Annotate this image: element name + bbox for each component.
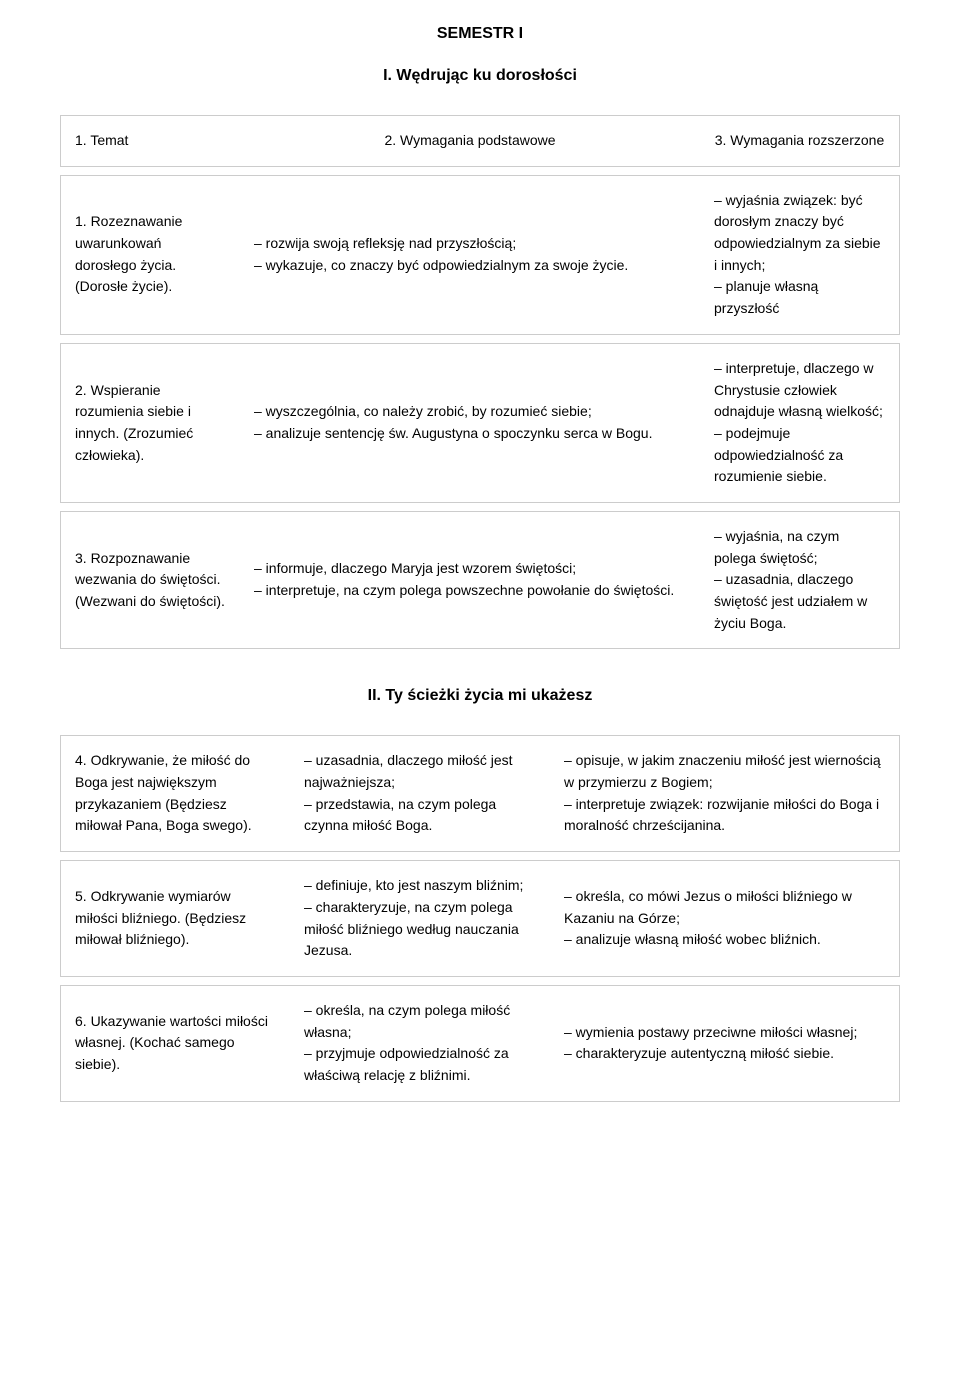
cell-extended: – wyjaśnia, na czym polega świętość;– uz… — [700, 511, 900, 649]
cell-topic: 1. Rozeznawanie uwarunkowań dorosłego ży… — [60, 175, 240, 335]
cell-topic: 2. Wspieranie rozumienia siebie i innych… — [60, 343, 240, 503]
page-title: SEMESTR I — [60, 25, 900, 43]
cell-topic: 3. Rozpoznawanie wezwania do świętości. … — [60, 511, 240, 649]
table-row: 3. Rozpoznawanie wezwania do świętości. … — [60, 511, 900, 649]
table-row: 6. Ukazywanie wartości miłości własnej. … — [60, 985, 900, 1102]
section-2-title: II. Ty ścieżki życia mi ukażesz — [60, 687, 900, 705]
cell-basic: – wyszczególnia, co należy zrobić, by ro… — [240, 343, 700, 503]
cell-extended: – wyjaśnia związek: być dorosłym znaczy … — [700, 175, 900, 335]
cell-basic: – rozwija swoją refleksję nad przyszłośc… — [240, 175, 700, 335]
cell-topic: 5. Odkrywanie wymiarów miłości bliźniego… — [60, 860, 290, 977]
cell-basic: – informuje, dlaczego Maryja jest wzorem… — [240, 511, 700, 649]
table-row: 1. Temat 2. Wymagania podstawowe 3. Wyma… — [60, 115, 900, 167]
cell-basic: – definiuje, kto jest naszym bliźnim;– c… — [290, 860, 550, 977]
cell-basic: – uzasadnia, dlaczego miłość jest najważ… — [290, 735, 550, 852]
table-2: 4. Odkrywanie, że miłość do Boga jest na… — [60, 727, 900, 1109]
cell-topic: 6. Ukazywanie wartości miłości własnej. … — [60, 985, 290, 1102]
cell-basic: – określa, na czym polega miłość własna;… — [290, 985, 550, 1102]
cell-extended: 3. Wymagania rozszerzone — [700, 115, 900, 167]
cell-topic: 1. Temat — [60, 115, 240, 167]
section-1-title: I. Wędrując ku dorosłości — [60, 67, 900, 85]
table-row: 5. Odkrywanie wymiarów miłości bliźniego… — [60, 860, 900, 977]
table-row: 1. Rozeznawanie uwarunkowań dorosłego ży… — [60, 175, 900, 335]
table-row: 2. Wspieranie rozumienia siebie i innych… — [60, 343, 900, 503]
cell-extended: – opisuje, w jakim znaczeniu miłość jest… — [550, 735, 900, 852]
cell-extended: – określa, co mówi Jezus o miłości bliźn… — [550, 860, 900, 977]
table-1: 1. Temat 2. Wymagania podstawowe 3. Wyma… — [60, 107, 900, 657]
cell-basic: 2. Wymagania podstawowe — [240, 115, 700, 167]
table-row: 4. Odkrywanie, że miłość do Boga jest na… — [60, 735, 900, 852]
cell-topic: 4. Odkrywanie, że miłość do Boga jest na… — [60, 735, 290, 852]
cell-extended: – interpretuje, dlaczego w Chrystusie cz… — [700, 343, 900, 503]
cell-extended: – wymienia postawy przeciwne miłości wła… — [550, 985, 900, 1102]
